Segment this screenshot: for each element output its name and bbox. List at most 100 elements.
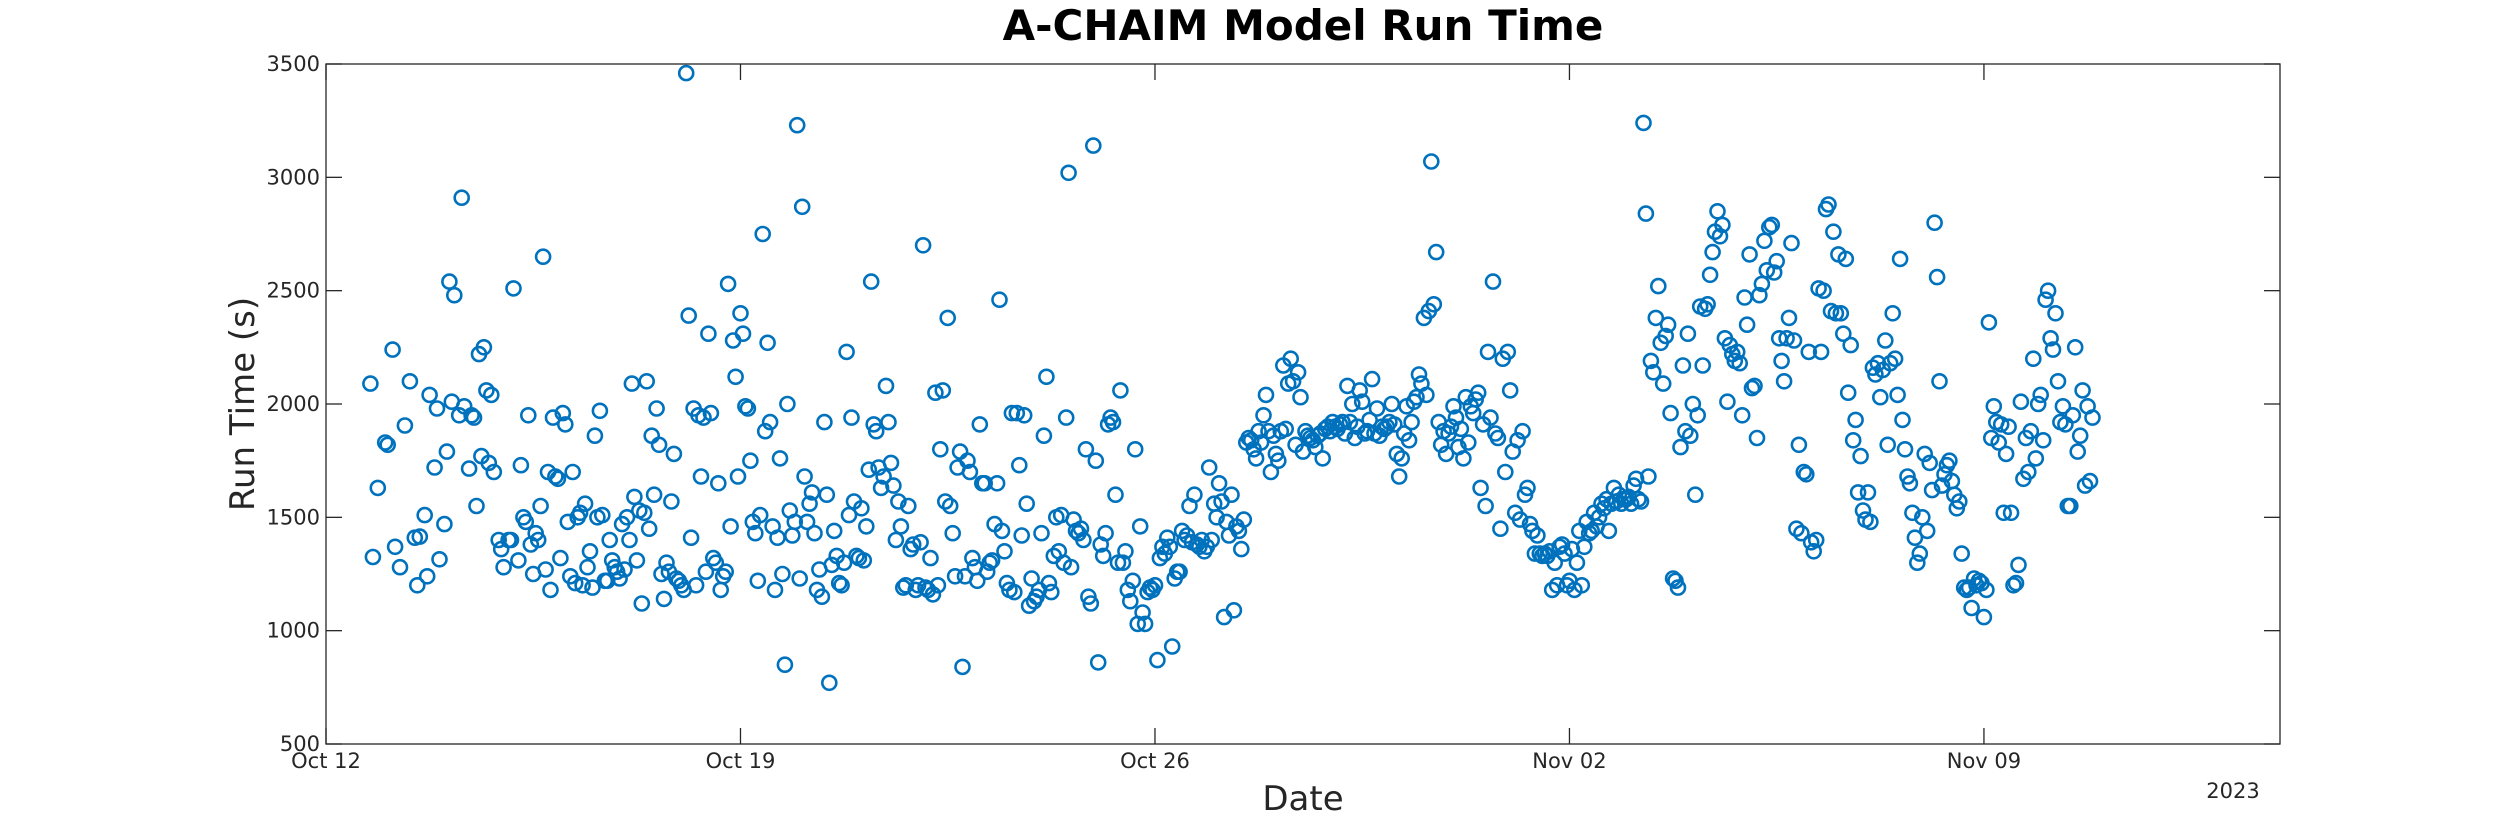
data-point (722, 518, 739, 535)
data-point (1383, 395, 1401, 413)
data-point (1916, 445, 1933, 463)
data-point (1933, 477, 1951, 494)
y-tick-label: 500 (280, 732, 320, 756)
data-point (643, 427, 661, 445)
data-point (1388, 445, 1406, 463)
data-point (853, 499, 870, 517)
data-point (2066, 338, 2084, 356)
data-point (645, 486, 663, 504)
data-point (564, 463, 582, 481)
data-point (628, 552, 646, 569)
data-point (766, 581, 784, 599)
data-point (1262, 463, 1280, 481)
data-point (1112, 382, 1129, 399)
data-point (1390, 468, 1408, 485)
data-point (1460, 434, 1477, 451)
data-point (1711, 228, 1729, 245)
data-point (1250, 422, 1267, 440)
data-point (914, 237, 932, 254)
data-point (816, 413, 833, 431)
data-point (362, 375, 379, 392)
data-point (751, 506, 769, 524)
data-point (2071, 427, 2089, 445)
data-point (1995, 504, 2012, 522)
data-point (1469, 384, 1487, 402)
data-point (586, 427, 604, 445)
data-point (1210, 474, 1228, 492)
data-point (806, 524, 823, 542)
data-point (1408, 388, 1425, 406)
data-point (1662, 404, 1679, 422)
data-point (1881, 354, 1899, 372)
data-point (843, 409, 860, 426)
data-point (1743, 379, 1761, 397)
data-point (638, 372, 656, 390)
data-point (1529, 527, 1546, 544)
data-point (482, 386, 500, 404)
x-tick-label: Nov 02 (1532, 749, 1606, 773)
data-point (537, 561, 554, 578)
data-point (426, 459, 443, 476)
data-point (2000, 418, 2017, 436)
data-point (554, 404, 572, 422)
data-point (732, 304, 749, 322)
data-point (2084, 409, 2101, 426)
data-point (591, 402, 609, 420)
data-point (1699, 295, 1716, 313)
data-point (692, 468, 710, 485)
data-point (1733, 406, 1751, 424)
data-point (1805, 542, 1822, 560)
data-point (1654, 375, 1672, 392)
x-tick-label: Oct 26 (1120, 749, 1190, 773)
x-axis-year-label: 2023 (2206, 779, 2259, 803)
data-point (1057, 409, 1075, 426)
data-point (1849, 484, 1867, 501)
data-point (924, 586, 942, 603)
x-tick-label: Oct 12 (291, 749, 361, 773)
data-point (1640, 468, 1657, 485)
data-point (1235, 511, 1253, 528)
data-point (1134, 604, 1151, 621)
data-point (813, 588, 831, 606)
data-point (1953, 545, 1970, 562)
data-point (1104, 413, 1122, 431)
data-point (991, 291, 1008, 309)
data-point (1223, 486, 1240, 504)
data-point (658, 554, 675, 572)
data-point (820, 674, 838, 692)
data-point (1820, 196, 1837, 213)
data-point (1492, 520, 1509, 538)
data-point (1437, 445, 1455, 463)
data-point (1798, 465, 1815, 483)
data-point (1284, 372, 1302, 390)
data-point (1519, 479, 1536, 497)
data-point (579, 558, 596, 576)
data-point (1472, 479, 1489, 497)
data-point (574, 576, 591, 594)
data-point (835, 554, 853, 572)
data-point (650, 436, 668, 454)
data-point (2047, 304, 2064, 322)
data-point (648, 400, 665, 417)
data-point (749, 572, 767, 590)
data-point (655, 590, 673, 608)
data-point (687, 576, 705, 594)
data-point (968, 572, 986, 590)
data-point (601, 531, 619, 549)
data-point (1484, 273, 1502, 290)
data-point (1844, 431, 1862, 449)
data-point (517, 513, 535, 531)
data-point (1773, 352, 1790, 370)
data-point (1738, 316, 1756, 334)
data-point (1990, 434, 2007, 451)
data-point (680, 307, 698, 324)
data-point (1958, 581, 1975, 599)
data-point (1075, 531, 1092, 549)
data-point (438, 443, 456, 460)
data-point (1906, 529, 1924, 547)
data-point (2039, 282, 2057, 300)
data-point (1442, 418, 1460, 436)
data-point (401, 372, 419, 390)
data-point (1247, 450, 1265, 467)
